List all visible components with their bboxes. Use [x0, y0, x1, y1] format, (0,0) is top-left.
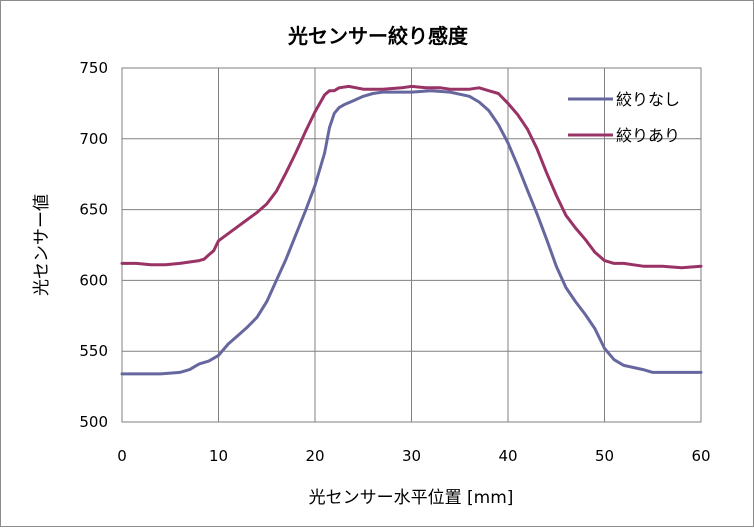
x-tick-label: 40 [498, 447, 517, 465]
y-tick-label: 750 [79, 59, 108, 77]
y-tick-label: 600 [79, 271, 108, 289]
series-group [120, 84, 703, 376]
x-tick-label: 30 [402, 447, 421, 465]
y-tick-label: 700 [79, 130, 108, 148]
plot-border [121, 67, 702, 423]
series-line [120, 89, 703, 376]
grid-lines [121, 67, 702, 423]
x-axis-label: 光センサー水平位置 [mm] [309, 488, 514, 508]
plot-area [121, 67, 702, 423]
x-tick-labels: 0 10 20 30 40 50 60 [117, 447, 710, 465]
chart-title: 光センサー絞り感度 [287, 24, 469, 48]
x-tick-label: 50 [595, 447, 614, 465]
y-axis-label: 光センサー値 [32, 194, 52, 296]
y-tick-labels: 500 550 600 650 700 750 [79, 59, 108, 431]
x-tick-label: 10 [209, 447, 228, 465]
y-tick-label: 500 [79, 413, 108, 431]
y-tick-label: 550 [79, 342, 108, 360]
legend-label: 絞りなし [616, 90, 680, 109]
x-tick-label: 0 [117, 447, 127, 465]
y-tick-label: 650 [79, 201, 108, 219]
series-line [120, 84, 703, 270]
x-tick-label: 60 [691, 447, 710, 465]
x-tick-label: 20 [305, 447, 324, 465]
legend-label: 絞りあり [616, 126, 680, 145]
